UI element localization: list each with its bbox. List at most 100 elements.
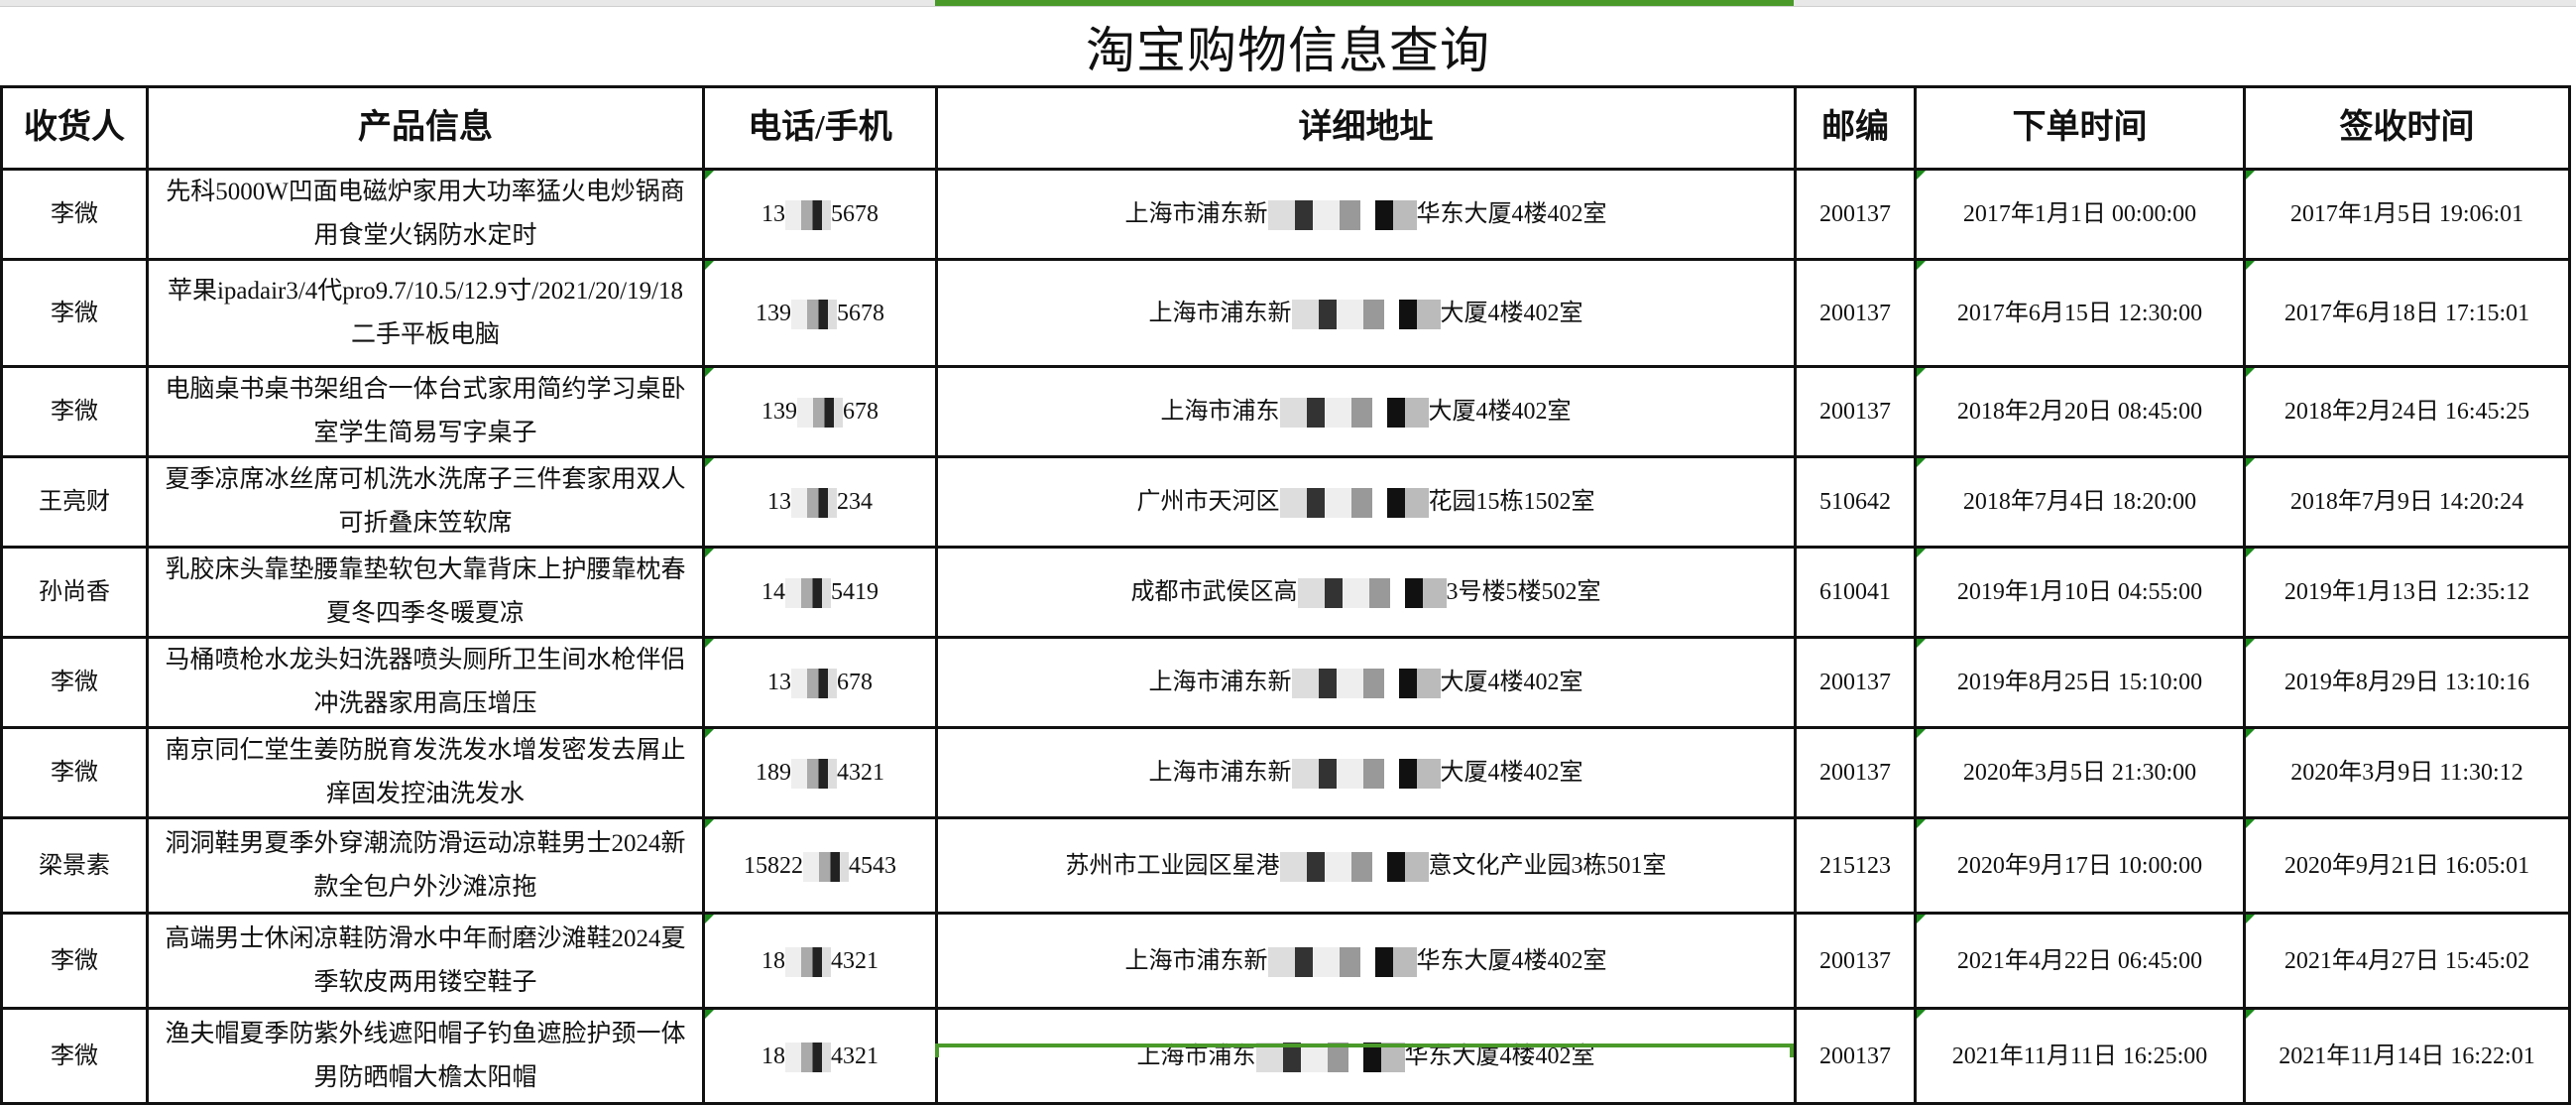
order-time-cell[interactable]: 2017年6月15日 12:30:00 — [1914, 258, 2246, 368]
product-cell[interactable]: 乳胶床头靠垫腰靠垫软包大靠背床上护腰靠枕春夏冬四季冬暖夏凉 — [146, 546, 705, 639]
redaction-mosaic — [791, 669, 837, 699]
recipient-cell[interactable]: 李微 — [0, 726, 149, 819]
redaction-mosaic — [1267, 946, 1417, 977]
product-cell[interactable]: 苹果ipadair3/4代pro9.7/10.5/12.9寸/2021/20/1… — [146, 258, 705, 368]
sign-time-cell[interactable]: 2018年2月24日 16:45:25 — [2243, 365, 2571, 458]
address-suffix: 意文化产业园3栋501室 — [1428, 852, 1667, 879]
selected-cell-outline — [935, 1044, 1794, 1057]
zip-cell[interactable]: 200137 — [1794, 1007, 1917, 1105]
header-address[interactable]: 详细地址 — [935, 85, 1797, 171]
redaction-mosaic — [1297, 578, 1447, 609]
phone-cell[interactable]: 189 4321 — [702, 726, 938, 819]
sign-time-cell[interactable]: 2017年1月5日 19:06:01 — [2243, 168, 2571, 261]
sign-time-cell[interactable]: 2019年8月29日 13:10:16 — [2243, 636, 2571, 729]
sign-time-cell[interactable]: 2020年9月21日 16:05:01 — [2243, 816, 2571, 915]
phone-cell[interactable]: 14 5419 — [702, 546, 938, 639]
phone-cell[interactable]: 15822 4543 — [702, 816, 938, 915]
zip-cell[interactable]: 510642 — [1794, 455, 1917, 549]
recipient-cell[interactable]: 李微 — [0, 168, 149, 261]
product-cell[interactable]: 马桶喷枪水龙头妇洗器喷头厕所卫生间水枪伴侣冲洗器家用高压增压 — [146, 636, 705, 729]
sign-time-cell[interactable]: 2018年7月9日 14:20:24 — [2243, 455, 2571, 549]
product-cell[interactable]: 高端男士休闲凉鞋防滑水中年耐磨沙滩鞋2024夏季软皮两用镂空鞋子 — [146, 912, 705, 1010]
recipient-cell[interactable]: 王亮财 — [0, 455, 149, 549]
address-suffix: 大厦4楼402室 — [1440, 670, 1583, 695]
order-time-cell[interactable]: 2020年9月17日 10:00:00 — [1914, 816, 2246, 915]
product-cell[interactable]: 渔夫帽夏季防紫外线遮阳帽子钓鱼遮脸护颈一体男防晒帽大檐太阳帽 — [146, 1007, 705, 1105]
recipient-cell[interactable]: 李微 — [0, 365, 149, 458]
address-cell[interactable]: 成都市武侯区高 3号楼5楼502室 — [935, 546, 1797, 639]
product-cell[interactable]: 电脑桌书桌书架组合一体台式家用简约学习桌卧室学生简易写字桌子 — [146, 365, 705, 458]
address-cell[interactable]: 上海市浦东新 大厦4楼402室 — [935, 726, 1797, 819]
address-cell[interactable]: 上海市浦东 大厦4楼402室 — [935, 365, 1797, 458]
address-cell[interactable]: 上海市浦东新 华东大厦4楼402室 — [935, 912, 1797, 1010]
address-prefix: 上海市浦东 — [1160, 399, 1280, 425]
order-time-cell[interactable]: 2018年7月4日 18:20:00 — [1914, 455, 2246, 549]
header-order-time[interactable]: 下单时间 — [1914, 85, 2246, 171]
phone-cell[interactable]: 13 5678 — [702, 168, 938, 261]
table-row: 李微 马桶喷枪水龙头妇洗器喷头厕所卫生间水枪伴侣冲洗器家用高压增压 13 678 上海市… — [0, 636, 2571, 729]
table-row: 李微 电脑桌书桌书架组合一体台式家用简约学习桌卧室学生简易写字桌子 139 678 上海… — [0, 365, 2571, 458]
phone-suffix: 4543 — [849, 852, 896, 879]
phone-prefix: 139 — [756, 300, 791, 326]
phone-cell[interactable]: 18 4321 — [702, 1007, 938, 1105]
order-time-cell[interactable]: 2021年11月11日 16:25:00 — [1914, 1007, 2246, 1105]
order-time-cell[interactable]: 2019年8月25日 15:10:00 — [1914, 636, 2246, 729]
order-time-cell[interactable]: 2019年1月10日 04:55:00 — [1914, 546, 2246, 639]
redaction-mosaic — [803, 851, 849, 882]
product-cell[interactable]: 夏季凉席冰丝席可机洗水洗席子三件套家用双人可折叠床笠软席 — [146, 455, 705, 549]
order-time-cell[interactable]: 2021年4月22日 06:45:00 — [1914, 912, 2246, 1010]
recipient-cell[interactable]: 梁景素 — [0, 816, 149, 915]
zip-cell[interactable]: 200137 — [1794, 912, 1917, 1010]
sign-time-cell[interactable]: 2017年6月18日 17:15:01 — [2243, 258, 2571, 368]
column-header-bar — [0, 0, 2576, 7]
header-sign-time[interactable]: 签收时间 — [2243, 85, 2571, 171]
table-row: 李微 南京同仁堂生姜防脱育发洗发水增发密发去屑止痒固发控油洗发水 189 4321 上海… — [0, 726, 2571, 819]
address-cell[interactable]: 上海市浦东新 大厦4楼402室 — [935, 636, 1797, 729]
sign-time-cell[interactable]: 2021年11月14日 16:22:01 — [2243, 1007, 2571, 1105]
address-suffix: 华东大厦4楼402室 — [1416, 947, 1607, 974]
address-cell[interactable]: 上海市浦东新 大厦4楼402室 — [935, 258, 1797, 368]
phone-suffix: 678 — [843, 399, 878, 425]
order-time-cell[interactable]: 2017年1月1日 00:00:00 — [1914, 168, 2246, 261]
redaction-mosaic — [785, 946, 831, 977]
sign-time-cell[interactable]: 2020年3月9日 11:30:12 — [2243, 726, 2571, 819]
order-time-cell[interactable]: 2020年3月5日 21:30:00 — [1914, 726, 2246, 819]
phone-prefix: 189 — [756, 760, 791, 786]
recipient-cell[interactable]: 李微 — [0, 636, 149, 729]
phone-suffix: 234 — [837, 489, 873, 515]
address-cell[interactable]: 广州市天河区 花园15栋1502室 — [935, 455, 1797, 549]
address-suffix: 大厦4楼402室 — [1428, 399, 1572, 425]
zip-cell[interactable]: 200137 — [1794, 365, 1917, 458]
address-cell[interactable]: 苏州市工业园区星港 意文化产业园3栋501室 — [935, 816, 1797, 915]
phone-cell[interactable]: 13 234 — [702, 455, 938, 549]
recipient-cell[interactable]: 李微 — [0, 1007, 149, 1105]
zip-cell[interactable]: 200137 — [1794, 726, 1917, 819]
address-suffix: 大厦4楼402室 — [1440, 300, 1583, 326]
sign-time-cell[interactable]: 2019年1月13日 12:35:12 — [2243, 546, 2571, 639]
zip-cell[interactable]: 215123 — [1794, 816, 1917, 915]
zip-cell[interactable]: 200137 — [1794, 258, 1917, 368]
zip-cell[interactable]: 200137 — [1794, 168, 1917, 261]
recipient-cell[interactable]: 李微 — [0, 258, 149, 368]
address-suffix: 3号楼5楼502室 — [1446, 579, 1601, 605]
header-recipient[interactable]: 收货人 — [0, 85, 149, 171]
phone-cell[interactable]: 139 678 — [702, 365, 938, 458]
phone-cell[interactable]: 139 5678 — [702, 258, 938, 368]
product-cell[interactable]: 洞洞鞋男夏季外穿潮流防滑运动凉鞋男士2024新款全包户外沙滩凉拖 — [146, 816, 705, 915]
redaction-mosaic — [1291, 759, 1441, 790]
zip-cell[interactable]: 200137 — [1794, 636, 1917, 729]
order-time-cell[interactable]: 2018年2月20日 08:45:00 — [1914, 365, 2246, 458]
product-cell[interactable]: 先科5000W凹面电磁炉家用大功率猛火电炒锅商用食堂火锅防水定时 — [146, 168, 705, 261]
header-phone[interactable]: 电话/手机 — [702, 85, 938, 171]
sign-time-cell[interactable]: 2021年4月27日 15:45:02 — [2243, 912, 2571, 1010]
recipient-cell[interactable]: 孙尚香 — [0, 546, 149, 639]
product-cell[interactable]: 南京同仁堂生姜防脱育发洗发水增发密发去屑止痒固发控油洗发水 — [146, 726, 705, 819]
recipient-cell[interactable]: 李微 — [0, 912, 149, 1010]
address-cell[interactable]: 上海市浦东新 华东大厦4楼402室 — [935, 168, 1797, 261]
phone-cell[interactable]: 13 678 — [702, 636, 938, 729]
zip-cell[interactable]: 610041 — [1794, 546, 1917, 639]
header-zip[interactable]: 邮编 — [1794, 85, 1917, 171]
header-product[interactable]: 产品信息 — [146, 85, 705, 171]
redaction-mosaic — [785, 200, 831, 231]
phone-cell[interactable]: 18 4321 — [702, 912, 938, 1010]
